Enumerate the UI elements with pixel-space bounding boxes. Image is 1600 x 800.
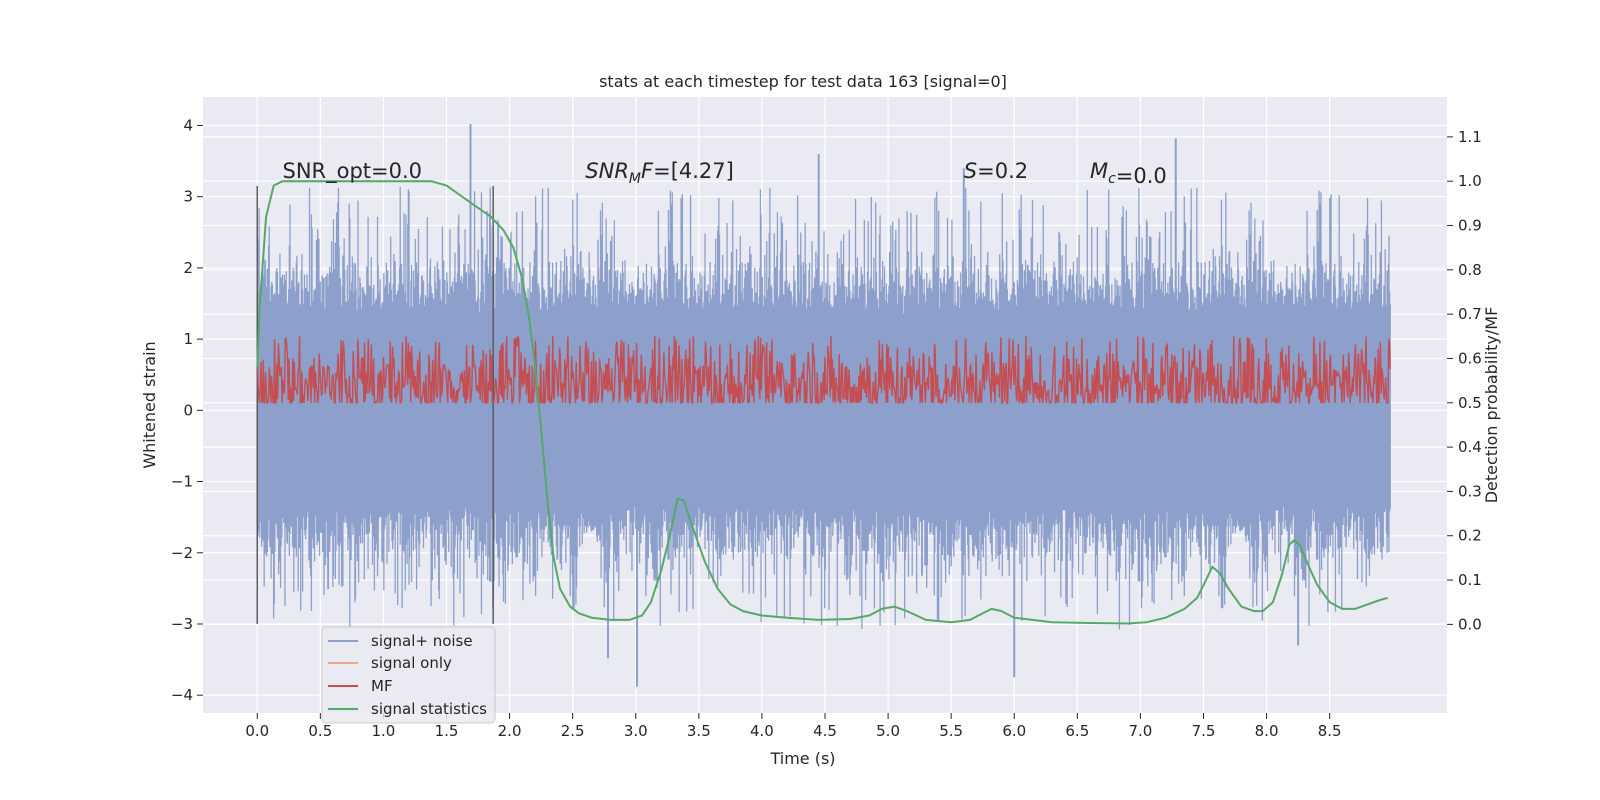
legend-box xyxy=(321,626,496,724)
y-right-tick-label-7: 0.4 xyxy=(1458,438,1482,456)
y-tick-label-6: −2 xyxy=(171,544,193,562)
annotations: SNR_opt=0.0 SNRMF=[4.27] S=0.2 Mc=0.0 xyxy=(282,159,1166,188)
annotation-3: Mc=0.0 xyxy=(1090,159,1167,188)
mf-trace xyxy=(256,335,1391,406)
legend-label-signal-only: signal only xyxy=(371,654,452,672)
y-right-tick-label-6: 0.5 xyxy=(1458,394,1482,412)
x-axis-label: Time (s) xyxy=(769,749,835,768)
x-tick-label-3: 1.5 xyxy=(435,722,459,740)
x-tick-label-17: 8.5 xyxy=(1318,722,1342,740)
y-right-tick-label-0: 1.1 xyxy=(1458,128,1482,146)
legend-label-mf: MF xyxy=(371,677,393,695)
annotation-2: S=0.2 xyxy=(964,159,1028,183)
x-tick-label-5: 2.5 xyxy=(561,722,585,740)
y-tick-label-2: 2 xyxy=(183,259,193,277)
window-markers xyxy=(256,186,494,624)
x-tick-label-0: 0.0 xyxy=(245,722,269,740)
x-tick-label-13: 6.5 xyxy=(1065,722,1089,740)
axes: 0.0 0.5 1.0 1.5 2.0 2.5 3.0 3.5 4.0 4.5 5.0 5.5 6.0 6… xyxy=(171,116,1482,740)
y-right-tick-label-3: 0.8 xyxy=(1458,261,1482,279)
y-right-tick-label-10: 0.1 xyxy=(1458,571,1482,589)
y-right-axis-label: Detection probability/MF xyxy=(1482,307,1501,504)
legend: signal+ noise signal only MF signal stat… xyxy=(321,626,496,724)
x-tick-label-9: 4.5 xyxy=(813,722,837,740)
signal-noise-series xyxy=(256,124,1391,687)
x-tick-label-16: 8.0 xyxy=(1255,722,1279,740)
x-tick-label-4: 2.0 xyxy=(498,722,522,740)
y-tick-label-4: 0 xyxy=(183,401,193,419)
y-axis-label: Whitened strain xyxy=(140,341,159,468)
y-right-tick-label-1: 1.0 xyxy=(1458,172,1482,190)
y-right-tick-label-8: 0.3 xyxy=(1458,482,1482,500)
y-tick-label-5: −1 xyxy=(171,473,193,491)
y-tick-label-0: 4 xyxy=(183,116,193,134)
x-tick-label-2: 1.0 xyxy=(371,722,395,740)
legend-label-signal-statistics: signal statistics xyxy=(371,700,487,718)
y-tick-label-3: 1 xyxy=(183,330,193,348)
y-tick-label-7: −3 xyxy=(171,615,193,633)
x-tick-label-1: 0.5 xyxy=(308,722,332,740)
y-tick-label-1: 3 xyxy=(183,188,193,206)
y-right-tick-label-11: 0.0 xyxy=(1458,615,1482,633)
annotation-1: SNRMF=[4.27] xyxy=(585,159,734,187)
x-tick-label-6: 3.0 xyxy=(624,722,648,740)
signal-statistics-line xyxy=(256,180,1388,625)
mf-series xyxy=(256,335,1391,406)
x-tick-label-12: 6.0 xyxy=(1002,722,1026,740)
legend-label-signal-noise: signal+ noise xyxy=(371,632,473,650)
y-right-tick-label-9: 0.2 xyxy=(1458,527,1482,545)
y-right-tick-label-4: 0.7 xyxy=(1458,305,1482,323)
x-tick-label-7: 3.5 xyxy=(687,722,711,740)
x-tick-label-15: 7.5 xyxy=(1192,722,1216,740)
y-right-tick-label-5: 0.6 xyxy=(1458,349,1482,367)
x-tick-label-10: 5.0 xyxy=(876,722,900,740)
x-tick-label-8: 4.0 xyxy=(750,722,774,740)
y-right-tick-label-2: 0.9 xyxy=(1458,217,1482,235)
y-tick-label-8: −4 xyxy=(171,686,193,704)
annotation-0: SNR_opt=0.0 xyxy=(282,159,422,184)
x-tick-label-14: 7.0 xyxy=(1128,722,1152,740)
x-tick-label-11: 5.5 xyxy=(939,722,963,740)
chart-title: stats at each timestep for test data 163… xyxy=(599,72,1007,91)
signal-statistics-series xyxy=(256,180,1388,625)
